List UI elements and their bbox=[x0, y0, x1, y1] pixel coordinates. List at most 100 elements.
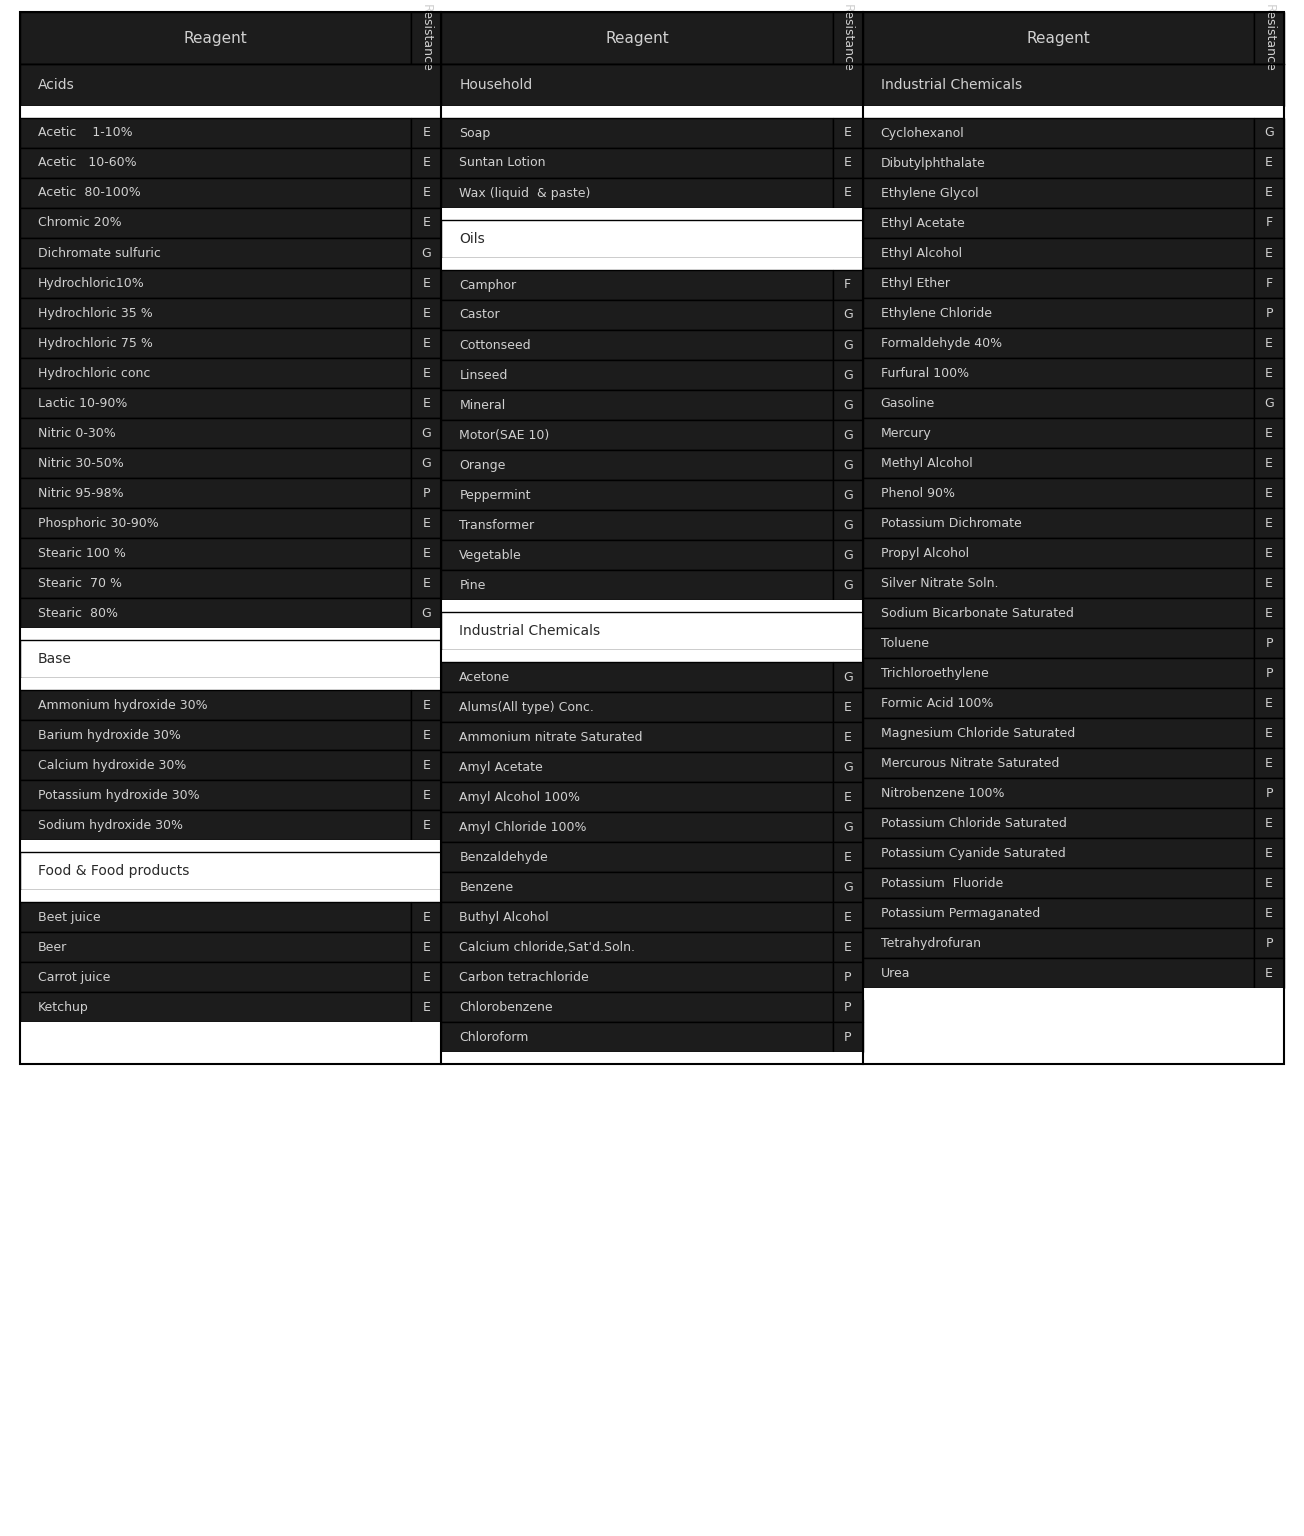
Bar bbox=[20, 449, 411, 478]
Bar bbox=[1254, 418, 1284, 449]
Text: E: E bbox=[1265, 456, 1273, 470]
Text: Methyl Alcohol: Methyl Alcohol bbox=[880, 456, 973, 470]
Bar bbox=[833, 481, 863, 510]
Text: Barium hydroxide 30%: Barium hydroxide 30% bbox=[38, 728, 181, 742]
Text: G: G bbox=[842, 309, 853, 321]
Text: Resistance: Resistance bbox=[841, 5, 854, 72]
Bar bbox=[441, 510, 833, 541]
Text: G: G bbox=[421, 427, 432, 439]
Bar bbox=[20, 780, 411, 809]
Bar bbox=[863, 657, 1254, 688]
Text: Reagent: Reagent bbox=[605, 31, 669, 46]
Bar bbox=[863, 538, 1254, 568]
Bar bbox=[411, 449, 441, 478]
Bar bbox=[833, 782, 863, 813]
Text: Reagent: Reagent bbox=[1026, 31, 1090, 46]
Bar bbox=[863, 958, 1254, 988]
Bar bbox=[20, 298, 411, 329]
Text: Acetic  80-100%: Acetic 80-100% bbox=[38, 186, 141, 200]
Bar bbox=[441, 782, 833, 813]
Bar bbox=[20, 207, 411, 238]
Bar bbox=[441, 178, 833, 207]
Text: Linseed: Linseed bbox=[459, 369, 507, 381]
Text: E: E bbox=[422, 276, 430, 289]
Text: P: P bbox=[844, 1000, 852, 1014]
Text: Furfural 100%: Furfural 100% bbox=[880, 367, 969, 379]
Bar bbox=[441, 541, 833, 570]
Bar bbox=[20, 358, 411, 389]
Bar bbox=[833, 178, 863, 207]
Bar bbox=[833, 932, 863, 962]
Text: Household: Household bbox=[459, 78, 532, 92]
Bar bbox=[833, 390, 863, 419]
Text: Carbon tetrachloride: Carbon tetrachloride bbox=[459, 971, 589, 983]
Bar bbox=[441, 1052, 863, 1064]
Bar bbox=[1254, 779, 1284, 808]
Text: E: E bbox=[422, 728, 430, 742]
Bar bbox=[411, 298, 441, 329]
Text: Stearic 100 %: Stearic 100 % bbox=[38, 547, 126, 559]
Text: G: G bbox=[842, 579, 853, 591]
Text: Gasoline: Gasoline bbox=[880, 396, 935, 410]
Text: E: E bbox=[422, 516, 430, 530]
Bar bbox=[441, 753, 833, 782]
Text: G: G bbox=[421, 607, 432, 619]
Text: E: E bbox=[422, 367, 430, 379]
Text: E: E bbox=[844, 731, 852, 743]
Bar bbox=[20, 690, 411, 720]
Text: Urea: Urea bbox=[880, 966, 910, 980]
Bar bbox=[1254, 118, 1284, 147]
Text: G: G bbox=[842, 519, 853, 531]
Bar bbox=[441, 481, 833, 510]
Text: Acetone: Acetone bbox=[459, 671, 510, 684]
Text: Calcium chloride,Sat'd.Soln.: Calcium chloride,Sat'd.Soln. bbox=[459, 940, 635, 954]
Bar bbox=[411, 238, 441, 267]
Text: Mercury: Mercury bbox=[880, 427, 931, 439]
Text: Resistance: Resistance bbox=[1262, 5, 1275, 72]
Text: E: E bbox=[422, 336, 430, 350]
Text: Pine: Pine bbox=[459, 579, 485, 591]
Bar bbox=[20, 750, 411, 780]
Bar bbox=[833, 541, 863, 570]
Bar bbox=[441, 359, 833, 390]
Bar bbox=[20, 962, 411, 992]
Text: G: G bbox=[1264, 126, 1274, 140]
Bar bbox=[20, 628, 441, 641]
Text: Reagent: Reagent bbox=[184, 31, 248, 46]
Text: Beer: Beer bbox=[38, 940, 68, 954]
Text: Tetrahydrofuran: Tetrahydrofuran bbox=[880, 937, 981, 949]
Text: E: E bbox=[844, 700, 852, 714]
Text: Propyl Alcohol: Propyl Alcohol bbox=[880, 547, 969, 559]
Text: E: E bbox=[844, 911, 852, 923]
Text: E: E bbox=[422, 940, 430, 954]
Bar bbox=[411, 358, 441, 389]
Bar bbox=[833, 147, 863, 178]
Bar bbox=[441, 813, 833, 842]
Text: Hydrochloric 35 %: Hydrochloric 35 % bbox=[38, 307, 153, 319]
Text: Transformer: Transformer bbox=[459, 519, 535, 531]
Bar bbox=[20, 178, 411, 207]
Text: Sodium hydroxide 30%: Sodium hydroxide 30% bbox=[38, 819, 183, 831]
Text: E: E bbox=[422, 759, 430, 771]
Text: Industrial Chemicals: Industrial Chemicals bbox=[880, 78, 1022, 92]
Text: G: G bbox=[421, 456, 432, 470]
Bar bbox=[833, 693, 863, 722]
Bar bbox=[411, 992, 441, 1021]
Bar bbox=[20, 238, 411, 267]
Text: Acetic    1-10%: Acetic 1-10% bbox=[38, 126, 133, 140]
Text: E: E bbox=[1265, 576, 1273, 590]
Text: G: G bbox=[842, 880, 853, 894]
Bar bbox=[20, 852, 441, 889]
Bar bbox=[20, 418, 411, 449]
Text: E: E bbox=[422, 788, 430, 802]
Text: E: E bbox=[1265, 547, 1273, 559]
Bar bbox=[411, 538, 441, 568]
Bar bbox=[441, 662, 833, 693]
Bar bbox=[833, 330, 863, 359]
Text: Base: Base bbox=[38, 651, 72, 667]
Bar bbox=[441, 842, 833, 872]
Bar bbox=[20, 12, 1284, 1064]
Bar bbox=[441, 992, 833, 1021]
Bar bbox=[863, 839, 1254, 868]
Text: Acetic   10-60%: Acetic 10-60% bbox=[38, 157, 137, 169]
